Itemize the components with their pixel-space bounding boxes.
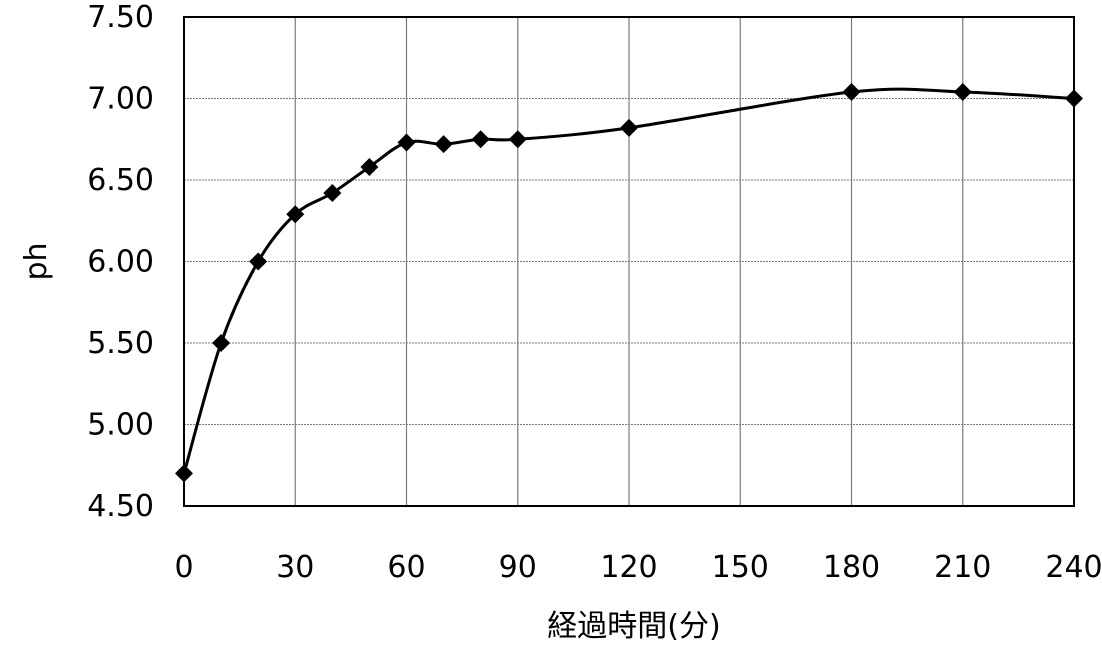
- y-tick-label: 5.50: [87, 326, 154, 361]
- x-axis-title: 経過時間(分): [547, 609, 720, 644]
- data-point-marker: [286, 205, 305, 224]
- x-tick-label: 120: [600, 550, 657, 585]
- data-point-marker: [397, 133, 416, 152]
- y-tick-label: 6.50: [87, 163, 154, 198]
- y-tick-label: 7.50: [87, 0, 154, 35]
- y-tick-label: 6.00: [87, 245, 154, 280]
- y-tick-label: 4.50: [87, 489, 154, 524]
- y-tick-label: 7.00: [87, 82, 154, 117]
- data-point-marker: [175, 464, 193, 483]
- x-tick-label: 210: [934, 550, 991, 585]
- data-point-marker: [249, 252, 268, 271]
- data-markers: [175, 82, 1083, 483]
- x-tick-label: 60: [387, 550, 425, 585]
- data-point-marker: [842, 82, 861, 101]
- data-point-marker: [508, 130, 527, 149]
- data-point-marker: [434, 135, 453, 154]
- data-point-marker: [360, 157, 379, 176]
- data-point-marker: [471, 130, 490, 149]
- x-tick-label: 30: [276, 550, 314, 585]
- x-tick-label: 90: [499, 550, 537, 585]
- data-point-marker: [212, 334, 231, 352]
- y-axis-ticks: 4.50 5.00 5.50 6.00 6.50 7.00 7.50: [87, 0, 154, 524]
- plot-area-border: [183, 16, 1075, 507]
- data-point-marker: [620, 118, 638, 137]
- data-point-marker: [1065, 89, 1083, 108]
- x-tick-label: 150: [712, 550, 769, 585]
- x-tick-label: 240: [1045, 550, 1102, 585]
- y-tick-label: 5.00: [87, 408, 154, 443]
- y-axis-title: ph: [19, 242, 54, 280]
- x-tick-label: 0: [174, 550, 193, 585]
- data-point-marker: [323, 184, 342, 203]
- x-axis-ticks: 0 30 60 90 120 150 180 210 240: [174, 550, 1102, 585]
- x-tick-label: 180: [823, 550, 880, 585]
- data-point-marker: [953, 82, 972, 101]
